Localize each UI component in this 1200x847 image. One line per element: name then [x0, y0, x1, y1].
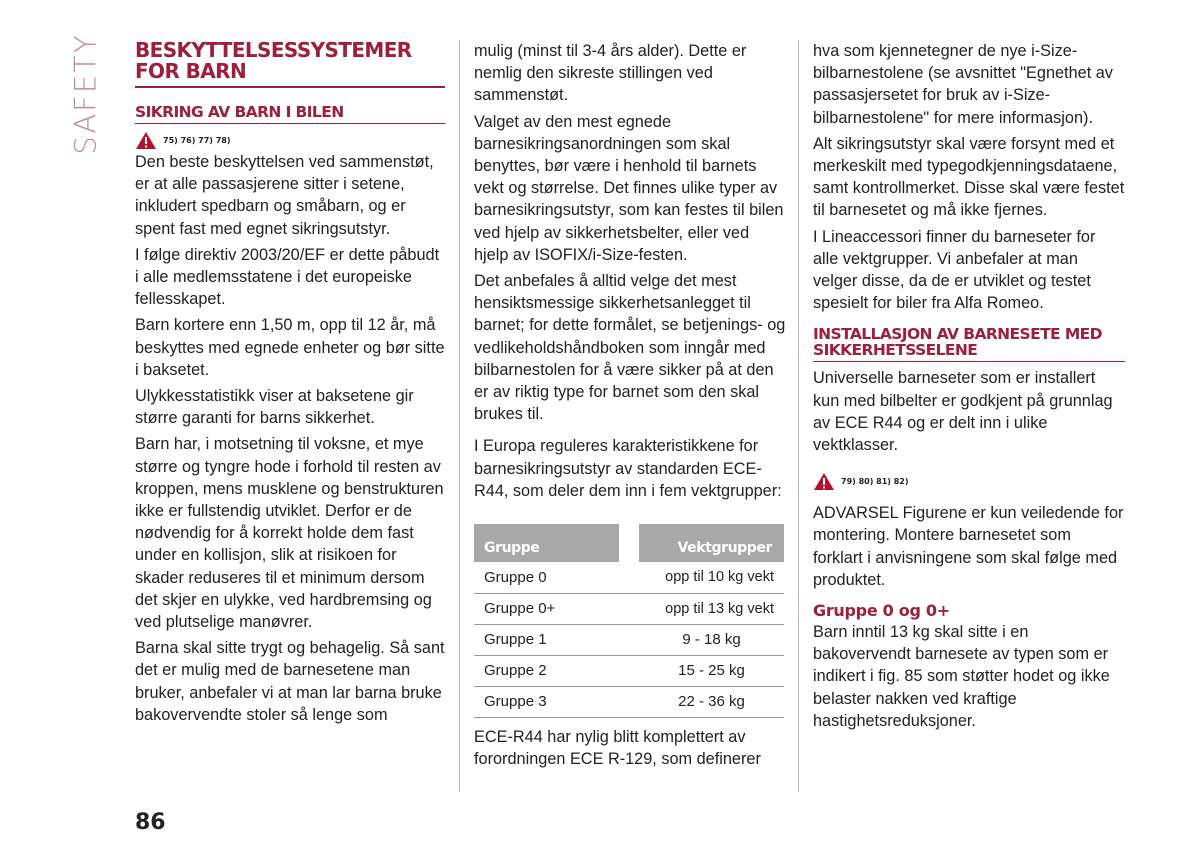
group-heading: Gruppe 0 og 0+ [813, 601, 950, 621]
paragraph: Barna skal sitte trygt og behagelig. Så … [135, 639, 445, 724]
paragraph: Valget av den mest egnede barnesikringsa… [474, 112, 784, 264]
warning-refs: 75) 76) 77) 78) [163, 135, 231, 145]
paragraph: I Europa reguleres karakteristikkene for… [474, 437, 782, 500]
table-header-gap [619, 524, 639, 563]
table-cell: Gruppe 0 [474, 562, 619, 594]
table-row: Gruppe 2 15 - 25 kg [474, 655, 784, 687]
warning-paragraph: ADVARSEL Figurene er kun veiledende for … [813, 504, 1124, 589]
table-cell: Gruppe 3 [474, 686, 619, 718]
section-heading: SIKRING AV BARN I BILEN [135, 104, 445, 124]
table-header-group: Gruppe [474, 524, 619, 563]
column-2: mulig (minst til 3-4 års alder). Dette e… [474, 40, 786, 774]
table-row: Gruppe 3 22 - 36 kg [474, 686, 784, 718]
warning-triangle-icon [814, 472, 834, 490]
column-3: hva som kjennetegner de nye i-Size-bilba… [813, 40, 1125, 736]
section-label: SAFETY [66, 33, 106, 154]
paragraph: I Lineaccessori finner du barneseter for… [813, 227, 1096, 313]
column-1: BESKYTTELSESSYSTEMER FOR BARN SIKRING AV… [135, 40, 445, 730]
table-cell: 22 - 36 kg [619, 686, 784, 718]
table-cell: Gruppe 1 [474, 624, 619, 656]
paragraph: Barn kortere enn 1,50 m, opp til 12 år, … [135, 316, 445, 379]
column-divider [798, 40, 799, 792]
page-title: BESKYTTELSESSYSTEMER FOR BARN [135, 40, 445, 88]
paragraph: Universelle barneseter som er installert… [813, 369, 1113, 455]
warning-reference: 75) 76) 77) 78) [135, 129, 445, 151]
paragraph: mulig (minst til 3-4 års alder). Dette e… [474, 42, 747, 105]
warning-refs: 79) 80) 81) 82) [841, 476, 909, 486]
table-cell: Gruppe 2 [474, 655, 619, 687]
table-row: Gruppe 1 9 - 18 kg [474, 624, 784, 656]
table-header-weight: Vektgrupper [639, 524, 784, 563]
paragraph: hva som kjennetegner de nye i-Size-bilba… [813, 42, 1113, 127]
paragraph: ECE-R44 har nylig blitt komplettert av f… [474, 727, 761, 768]
paragraph: Den beste beskyttelsen ved sammenstøt, e… [135, 153, 434, 238]
paragraph: Ulykkesstatistikk viser at baksetene gir… [135, 387, 414, 428]
paragraph: Alt sikringsutstyr skal være forsynt med… [813, 134, 1125, 220]
warning-reference: 79) 80) 81) 82) [813, 470, 1125, 492]
page-number: 86 [135, 810, 166, 835]
table-row: Gruppe 0 opp til 10 kg vekt [474, 562, 784, 594]
weight-group-table: Gruppe Vektgrupper Gruppe 0 opp til 10 k… [474, 524, 784, 718]
table-row: Gruppe 0+ opp til 13 kg vekt [474, 593, 784, 625]
warning-triangle-icon [136, 131, 156, 149]
paragraph: I følge direktiv 2003/20/EF er dette påb… [135, 245, 440, 309]
table-cell: opp til 10 kg vekt [619, 562, 784, 594]
table-cell: opp til 13 kg vekt [619, 593, 784, 625]
table-cell: Gruppe 0+ [474, 593, 619, 625]
paragraph: Barn har, i motsetning til voksne, et my… [135, 435, 444, 632]
column-divider [459, 40, 460, 792]
table-header-row: Gruppe Vektgrupper [474, 524, 784, 563]
table-cell: 15 - 25 kg [619, 655, 784, 687]
table-cell: 9 - 18 kg [619, 624, 784, 656]
paragraph: Barn inntil 13 kg skal sitte i en bakove… [813, 623, 1110, 730]
section-heading: INSTALLASJON AV BARNESETE MED SIKKERHETS… [813, 326, 1125, 363]
paragraph: Det anbefales å alltid velge det mest he… [474, 272, 786, 424]
section-label-text: SAFETY [69, 33, 103, 155]
